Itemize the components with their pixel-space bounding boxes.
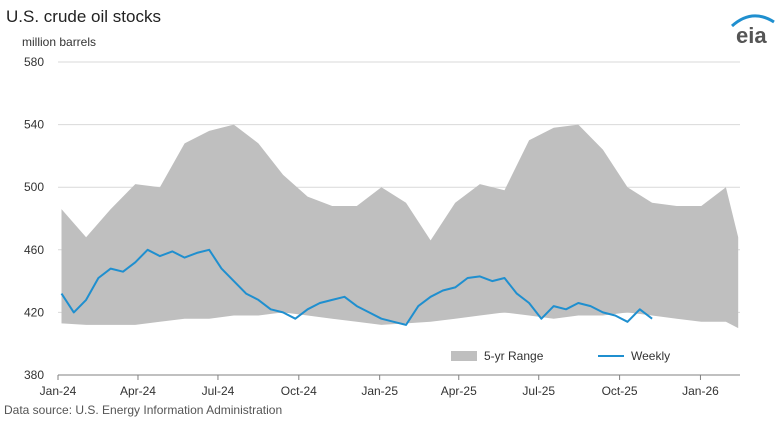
y-axis-unit-label: million barrels — [22, 35, 97, 49]
eia-logo-arc — [730, 14, 775, 28]
y-tick-label: 540 — [24, 118, 44, 132]
data-source-note: Data source: U.S. Energy Information Adm… — [4, 403, 283, 417]
chart-title: U.S. crude oil stocks — [6, 7, 161, 26]
x-tick-label: Apr-24 — [120, 384, 156, 398]
y-tick-label: 500 — [24, 180, 44, 194]
y-tick-label: 420 — [24, 305, 44, 319]
legend-range-swatch — [451, 351, 477, 361]
weekly-series-line — [60, 248, 653, 326]
five-year-range-band — [61, 124, 739, 329]
eia-logo: eia — [730, 14, 775, 46]
x-tick-label: Oct-24 — [281, 384, 317, 398]
y-axis-ticks: 380 420 460 500 540 580 — [24, 55, 44, 382]
y-tick-label: 580 — [24, 55, 44, 69]
y-tick-label: 380 — [24, 368, 44, 382]
x-tick-label: Jan-25 — [361, 384, 398, 398]
legend-range-label: 5-yr Range — [484, 349, 544, 363]
x-tick-label: Oct-25 — [602, 384, 638, 398]
y-tick-label: 460 — [24, 243, 44, 257]
eia-logo-text: eia — [736, 23, 767, 46]
x-tick-label: Jul-25 — [522, 384, 555, 398]
x-axis-ticks: Jan-24 Apr-24 Jul-24 Oct-24 Jan-25 Apr-25 Jul-… — [40, 375, 719, 398]
x-tick-label: Jan-24 — [40, 384, 77, 398]
x-tick-label: Jan-26 — [682, 384, 719, 398]
x-tick-label: Apr-25 — [441, 384, 477, 398]
x-tick-label: Jul-24 — [202, 384, 235, 398]
legend: 5-yr Range Weekly — [451, 349, 670, 363]
legend-weekly-label: Weekly — [631, 349, 670, 363]
